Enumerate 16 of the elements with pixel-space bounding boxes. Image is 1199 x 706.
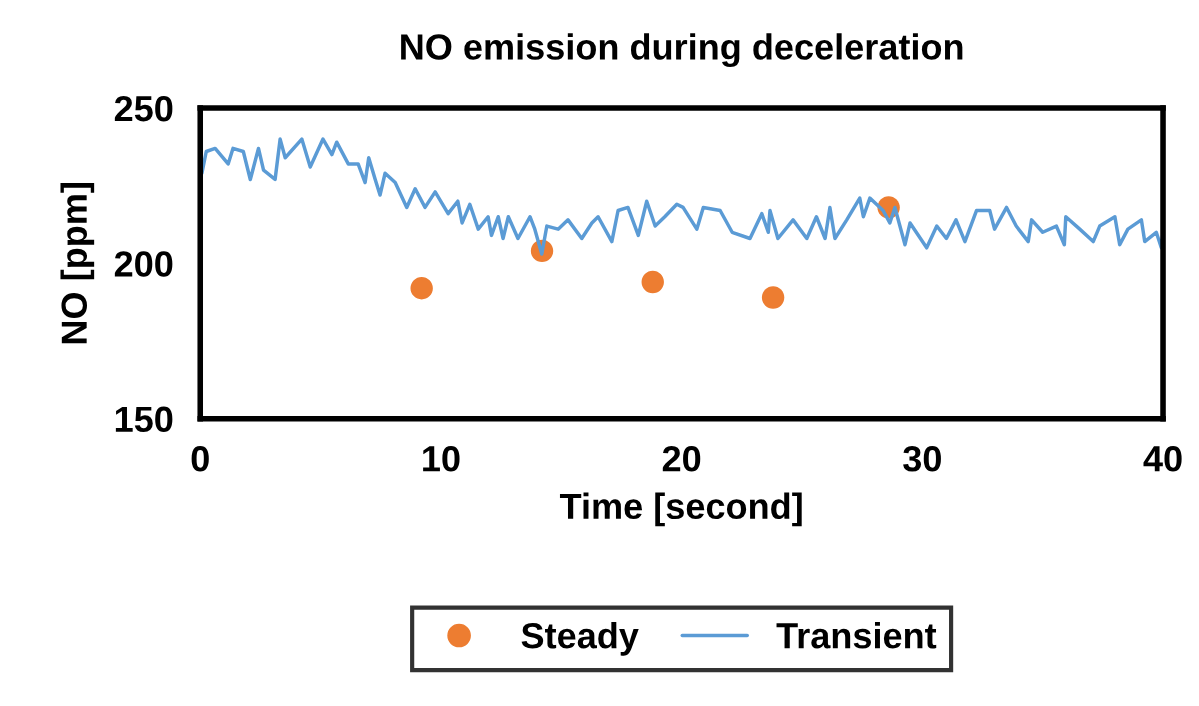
point (641, 270, 664, 294)
point (410, 276, 433, 300)
x-tick-label: 0 (191, 446, 209, 472)
chart-title: NO emission during deceleration (401, 33, 963, 68)
x-tick-label: 30 (903, 446, 941, 472)
point (761, 286, 785, 309)
x-tick-label: 40 (1143, 446, 1182, 472)
legend-label: Transient (776, 622, 937, 649)
y-tick-label: 200 (114, 251, 173, 277)
y-axis-title: NO [ppm] (60, 183, 95, 344)
x-tick-label: 20 (662, 446, 701, 472)
y-tick-label: 150 (115, 406, 173, 433)
y-tick-label: 250 (114, 95, 173, 122)
x-axis-title: Time [second] (559, 492, 802, 527)
x-tick-label: 10 (423, 446, 460, 472)
legend-label: Steady (521, 622, 639, 656)
